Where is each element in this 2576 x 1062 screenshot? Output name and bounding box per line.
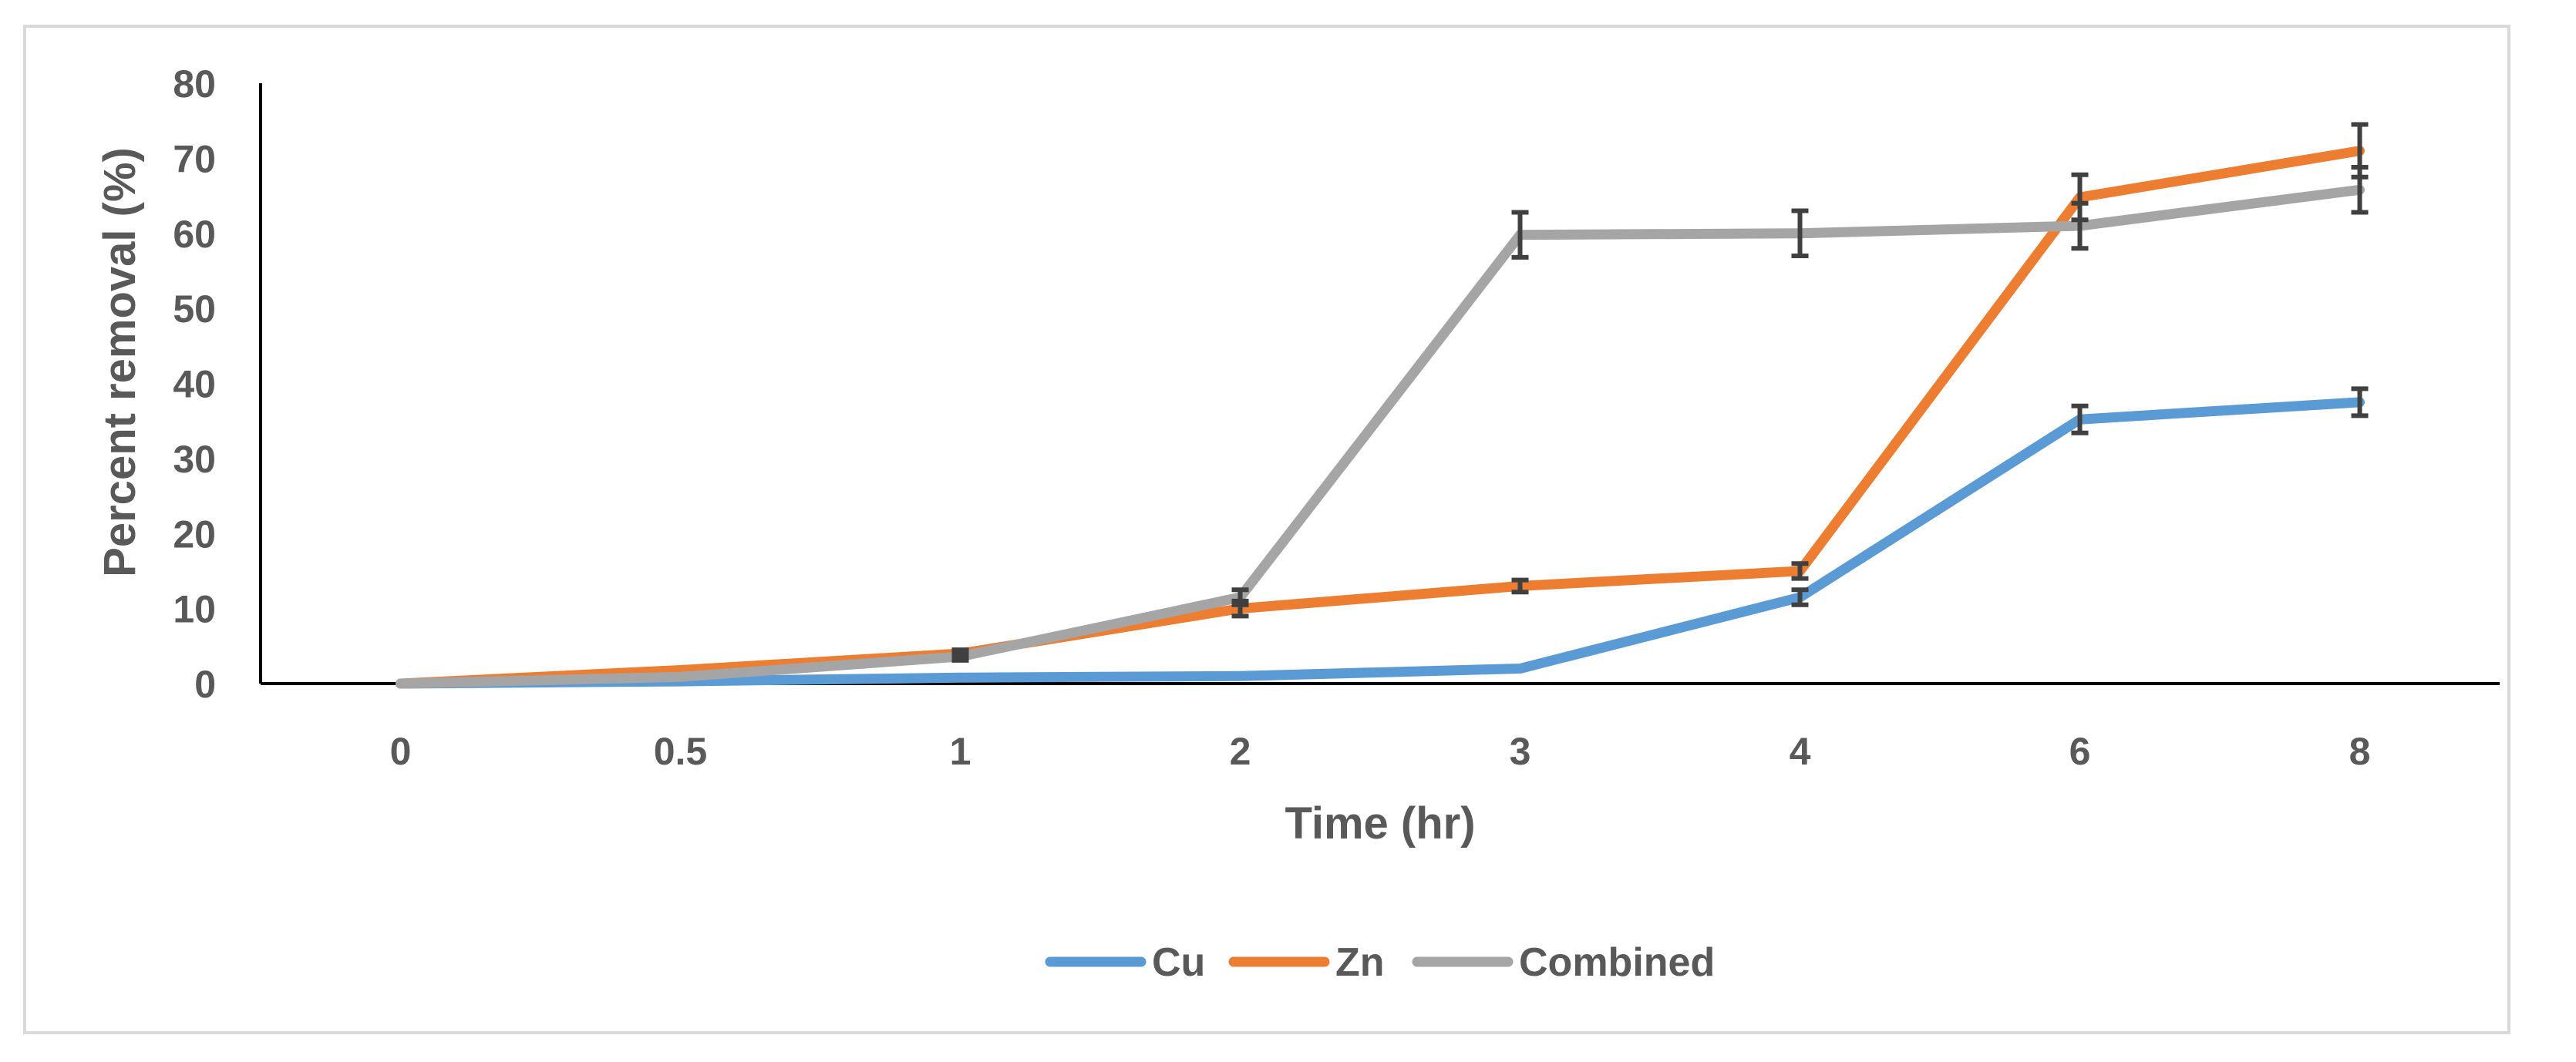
y-tick-label: 10 — [173, 588, 216, 631]
legend-item-combined: Combined — [1412, 940, 1715, 985]
series-line-combined — [396, 184, 2365, 689]
error-bar-combined — [1791, 208, 1809, 258]
legend: Cu Zn Combined — [1045, 940, 1715, 985]
x-tick-label: 0.5 — [654, 730, 708, 773]
error-bar-zn — [1791, 561, 1809, 581]
x-tick-label: 4 — [1790, 730, 1811, 773]
legend-label: Combined — [1519, 940, 1715, 985]
legend-item-cu: Cu — [1045, 940, 1205, 985]
y-axis-ticks: 0 10 20 30 40 50 60 70 80 — [173, 62, 216, 706]
x-tick-label: 3 — [1510, 730, 1531, 773]
error-bar-combined — [2071, 200, 2089, 251]
error-bar-zn — [1511, 577, 1529, 595]
error-bar-combined — [951, 650, 969, 663]
error-bar-combined — [2351, 165, 2369, 215]
x-tick-label: 1 — [950, 730, 971, 773]
legend-label: Cu — [1152, 940, 1205, 985]
error-bar-cu — [2071, 403, 2089, 435]
error-bar-cu — [2351, 386, 2369, 418]
x-tick-label: 2 — [1230, 730, 1251, 773]
y-tick-label: 20 — [173, 513, 216, 556]
error-bar-combined — [1231, 587, 1249, 607]
series-line-cu — [396, 397, 2365, 689]
y-tick-label: 80 — [173, 62, 216, 106]
x-tick-label: 6 — [2069, 730, 2091, 773]
x-tick-label: 8 — [2349, 730, 2371, 773]
y-tick-label: 50 — [173, 287, 216, 331]
x-tick-label: 0 — [390, 730, 412, 773]
y-tick-label: 40 — [173, 363, 216, 406]
y-tick-label: 60 — [173, 213, 216, 256]
error-bars — [951, 122, 2369, 663]
series-lines — [396, 146, 2365, 689]
legend-label: Zn — [1335, 940, 1385, 985]
y-axis-title: Percent removal (%) — [95, 147, 145, 577]
x-axis-ticks: 0 0.5 1 2 3 4 6 8 — [390, 730, 2371, 773]
y-tick-label: 70 — [173, 137, 216, 180]
legend-item-zn: Zn — [1228, 940, 1385, 985]
series-line-zn — [396, 146, 2365, 689]
y-tick-label: 0 — [194, 663, 216, 706]
y-tick-label: 30 — [173, 438, 216, 481]
error-bar-cu — [1791, 587, 1809, 607]
error-bar-combined — [1511, 210, 1529, 260]
x-axis-title: Time (hr) — [1285, 798, 1475, 849]
